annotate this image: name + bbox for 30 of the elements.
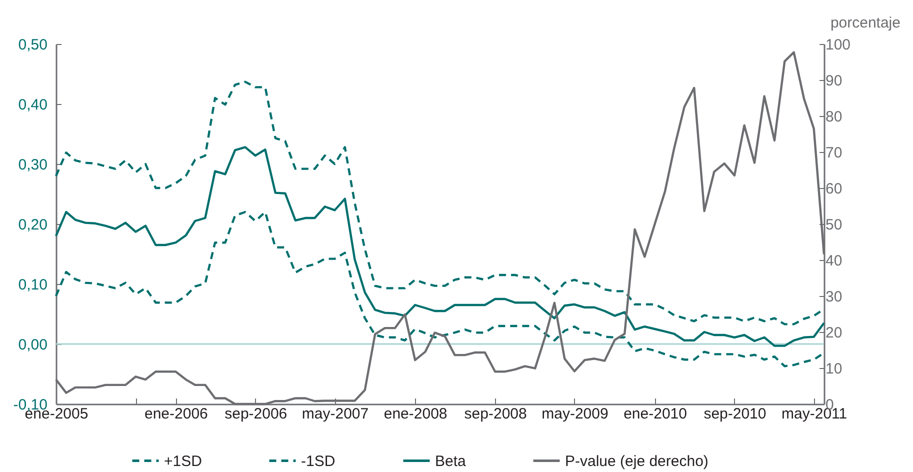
line-series [54, 146, 826, 347]
y2-axis-title: porcentaje [830, 14, 900, 32]
x-tick-label: may-2009 [542, 406, 608, 422]
x-tick-label: ene-2008 [384, 406, 448, 422]
y2-tick-label: 50 [826, 216, 842, 234]
legend-label: Beta [435, 452, 467, 470]
y2-tick-label: 90 [826, 72, 842, 90]
x-tick-label: sep-2010 [704, 406, 766, 422]
x-tick-label: ene-2006 [144, 406, 208, 422]
y-tick-label: 0,20 [18, 216, 48, 234]
x-tick-label: ene-2010 [624, 406, 687, 422]
legend-label: +1SD [164, 452, 202, 470]
y-tick-label: 0,00 [18, 336, 48, 354]
y-tick-label: 0,10 [18, 276, 48, 294]
x-tick-label: sep-2008 [464, 406, 527, 422]
y2-tick-label: 80 [826, 108, 842, 126]
x-tick-label: may-2007 [302, 406, 369, 422]
y2-tick-label: 70 [826, 144, 842, 162]
y2-tick-label: 10 [826, 360, 842, 378]
y-tick-label: 0,30 [18, 156, 48, 174]
y2-tick-label: 40 [826, 252, 842, 270]
legend-label: -1SD [301, 452, 336, 470]
legend-label: P-value (eje derecho) [565, 452, 708, 470]
y2-tick-label: 60 [826, 180, 842, 198]
y2-tick-label: 100 [826, 36, 851, 54]
y2-tick-label: 20 [826, 324, 842, 342]
y-tick-label: 0,40 [18, 96, 48, 114]
y2-tick-label: 30 [826, 288, 842, 306]
y-tick-label: 0,50 [18, 36, 48, 54]
x-tick-label: sep-2006 [224, 406, 288, 422]
